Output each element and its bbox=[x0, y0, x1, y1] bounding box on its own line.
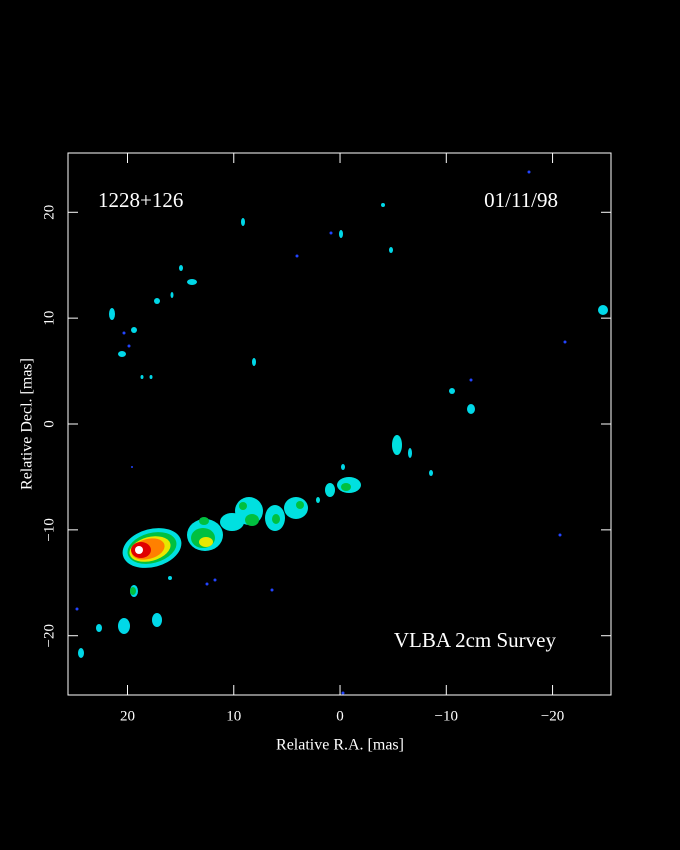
x-tick-label: 20 bbox=[120, 708, 135, 724]
x-tick-label: −20 bbox=[541, 708, 564, 724]
y-tick-label: −10 bbox=[41, 518, 57, 541]
source-name: 1228+126 bbox=[98, 188, 183, 212]
x-axis-label: Relative R.A. [mas] bbox=[276, 737, 404, 754]
y-tick-label: 0 bbox=[41, 420, 57, 428]
epoch-date: 01/11/98 bbox=[484, 188, 558, 212]
x-tick-label: 10 bbox=[226, 708, 241, 724]
y-tick-label: 10 bbox=[41, 311, 57, 326]
x-tick-label: −10 bbox=[435, 708, 458, 724]
y-tick-label: −20 bbox=[41, 624, 57, 647]
survey-label: VLBA 2cm Survey bbox=[394, 628, 557, 652]
x-tick-label: 0 bbox=[336, 708, 344, 724]
y-tick-label: 20 bbox=[41, 205, 57, 220]
emission-map bbox=[75, 170, 608, 695]
y-axis-label: Relative Decl. [mas] bbox=[19, 358, 36, 490]
